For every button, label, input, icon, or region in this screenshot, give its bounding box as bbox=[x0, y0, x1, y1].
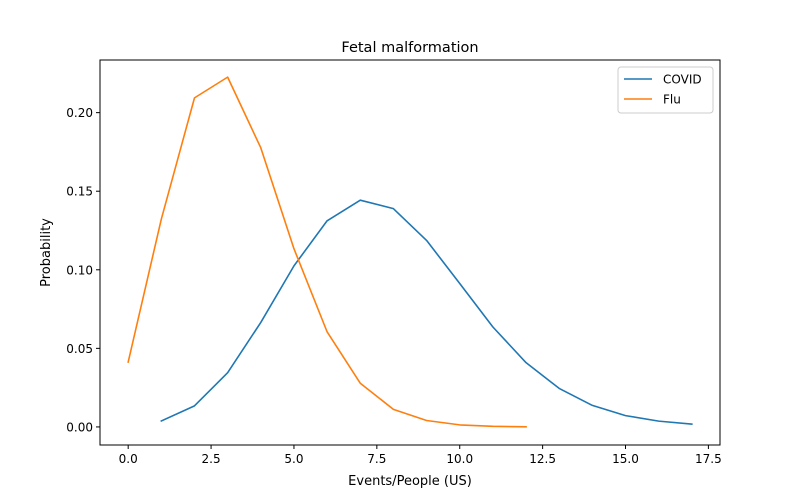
x-tick-label: 17.5 bbox=[695, 452, 722, 466]
y-tick-label: 0.20 bbox=[66, 106, 93, 120]
x-tick-label: 2.5 bbox=[202, 452, 221, 466]
x-tick-label: 5.0 bbox=[284, 452, 303, 466]
x-tick-label: 10.0 bbox=[446, 452, 473, 466]
x-tick-label: 7.5 bbox=[367, 452, 386, 466]
legend: COVID Flu bbox=[618, 67, 713, 113]
y-tick-label: 0.15 bbox=[66, 185, 93, 199]
x-tick-label: 12.5 bbox=[529, 452, 556, 466]
x-tick-label: 15.0 bbox=[612, 452, 639, 466]
y-axis-label: Probability bbox=[39, 218, 54, 287]
legend-label-covid: COVID bbox=[663, 73, 702, 87]
legend-label-flu: Flu bbox=[663, 93, 681, 107]
y-tick-label: 0.00 bbox=[66, 420, 93, 434]
y-tick-label: 0.05 bbox=[66, 342, 93, 356]
x-tick-label: 0.0 bbox=[119, 452, 138, 466]
y-tick-label: 0.10 bbox=[66, 263, 93, 277]
x-axis-label: Events/People (US) bbox=[348, 474, 472, 489]
chart-title: Fetal malformation bbox=[341, 40, 478, 56]
